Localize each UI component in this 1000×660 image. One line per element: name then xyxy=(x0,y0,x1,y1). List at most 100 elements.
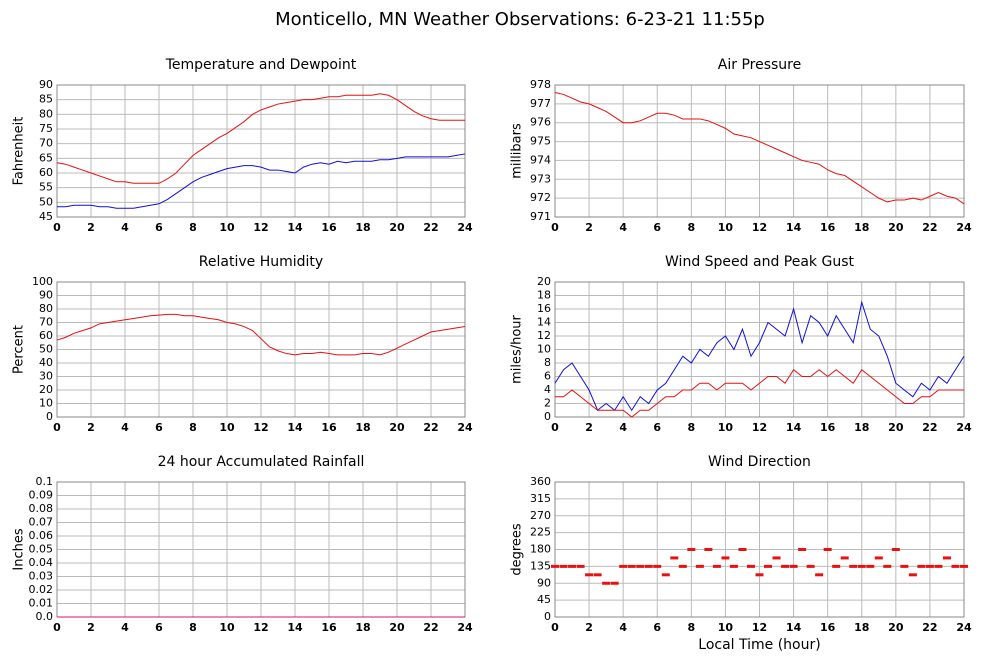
scatter-point xyxy=(934,564,943,568)
x-tick-label: 24 xyxy=(956,421,972,434)
x-tick-label: 22 xyxy=(922,421,937,434)
scatter-point xyxy=(917,564,926,568)
panel-title: Wind Direction xyxy=(708,454,811,470)
x-tick-label: 6 xyxy=(155,421,163,434)
x-tick-label: 8 xyxy=(189,221,197,234)
x-tick-label: 14 xyxy=(786,421,802,434)
x-tick-label: 12 xyxy=(752,221,767,234)
x-tick-label: 0 xyxy=(551,621,559,634)
scatter-point xyxy=(866,564,875,568)
scatter-point xyxy=(678,564,687,568)
scatter-point xyxy=(942,556,951,560)
scatter-point xyxy=(636,564,645,568)
x-tick-label: 16 xyxy=(820,421,836,434)
y-tick-label: 0.08 xyxy=(29,502,54,515)
y-tick-label: 0.04 xyxy=(29,556,54,569)
scatter-point xyxy=(823,548,832,551)
y-axis-label: millibars xyxy=(510,123,525,179)
y-tick-label: 973 xyxy=(530,172,551,185)
x-tick-label: 8 xyxy=(688,221,696,234)
y-tick-label: 225 xyxy=(530,526,551,539)
y-tick-label: 60 xyxy=(39,166,53,179)
scatter-point xyxy=(619,564,628,568)
y-tick-label: 180 xyxy=(530,543,551,556)
y-tick-label: 2 xyxy=(544,397,551,410)
y-tick-label: 975 xyxy=(530,135,551,148)
y-tick-label: 80 xyxy=(39,302,53,315)
y-axis-label: Percent xyxy=(12,325,27,374)
scatter-point xyxy=(661,573,670,577)
x-tick-label: 16 xyxy=(820,621,836,634)
series-line xyxy=(57,153,466,209)
x-tick-label: 16 xyxy=(321,421,337,434)
x-tick-label: 4 xyxy=(619,621,627,634)
x-tick-label: 10 xyxy=(718,421,734,434)
scatter-point xyxy=(789,564,798,568)
y-tick-label: 10 xyxy=(39,397,53,410)
plot-frame xyxy=(56,281,466,418)
x-tick-label: 6 xyxy=(155,221,163,234)
y-tick-label: 30 xyxy=(39,370,53,383)
scatter-point xyxy=(721,556,730,560)
scatter-point xyxy=(908,573,917,577)
x-tick-label: 6 xyxy=(155,621,163,634)
x-tick-label: 16 xyxy=(820,221,836,234)
x-tick-label: 2 xyxy=(87,221,95,234)
scatter-point xyxy=(840,556,849,560)
x-tick-label: 14 xyxy=(287,421,303,434)
x-tick-label: 24 xyxy=(457,421,473,434)
x-tick-label: 20 xyxy=(888,421,904,434)
scatter-point xyxy=(849,564,858,568)
scatter-point xyxy=(729,564,738,568)
plot-frame xyxy=(554,84,965,218)
y-tick-label: 60 xyxy=(39,329,53,342)
series-line xyxy=(56,313,466,356)
scatter-point xyxy=(712,564,721,568)
scatter-point xyxy=(815,573,824,577)
x-tick-label: 24 xyxy=(956,221,972,234)
y-tick-label: 978 xyxy=(530,78,551,91)
x-tick-label: 12 xyxy=(253,621,268,634)
scatter-point xyxy=(883,564,892,568)
y-tick-label: 8 xyxy=(544,356,551,369)
scatter-point xyxy=(900,564,909,568)
scatter-point xyxy=(576,564,585,568)
scatter-point xyxy=(960,564,968,568)
x-tick-label: 24 xyxy=(956,621,972,634)
y-axis-label: miles/hour xyxy=(510,314,525,383)
x-tick-label: 24 xyxy=(457,621,473,634)
y-tick-label: 0.06 xyxy=(29,529,54,542)
y-tick-label: 70 xyxy=(39,137,53,150)
x-tick-label: 0 xyxy=(551,221,559,234)
x-tick-label: 8 xyxy=(688,421,696,434)
x-tick-label: 10 xyxy=(718,221,734,234)
x-tick-label: 22 xyxy=(423,221,438,234)
y-tick-label: 65 xyxy=(39,151,53,164)
y-tick-label: 6 xyxy=(544,370,551,383)
scatter-point xyxy=(670,556,679,560)
scatter-point xyxy=(925,564,934,568)
x-tick-label: 8 xyxy=(688,621,696,634)
y-tick-label: 12 xyxy=(537,329,551,342)
y-tick-label: 18 xyxy=(537,289,551,302)
scatter-point xyxy=(857,564,866,568)
y-tick-label: 45 xyxy=(537,593,551,606)
y-tick-label: 40 xyxy=(39,356,53,369)
x-tick-label: 20 xyxy=(389,421,405,434)
scatter-point xyxy=(568,564,577,568)
x-tick-label: 18 xyxy=(854,621,869,634)
x-tick-label: 10 xyxy=(219,621,235,634)
scatter-point xyxy=(738,548,747,551)
scatter-point xyxy=(772,556,781,560)
y-tick-label: 0.01 xyxy=(29,597,54,610)
scatter-point xyxy=(559,564,568,568)
y-tick-label: 135 xyxy=(530,559,551,572)
y-axis-label: Fahrenheit xyxy=(12,117,27,186)
series-line xyxy=(555,369,964,418)
panel-title: 24 hour Accumulated Rainfall xyxy=(158,454,365,470)
y-tick-label: 20 xyxy=(537,275,551,288)
x-tick-label: 22 xyxy=(922,221,937,234)
x-tick-label: 2 xyxy=(585,221,593,234)
scatter-point xyxy=(781,564,790,568)
y-tick-label: 90 xyxy=(39,78,53,91)
